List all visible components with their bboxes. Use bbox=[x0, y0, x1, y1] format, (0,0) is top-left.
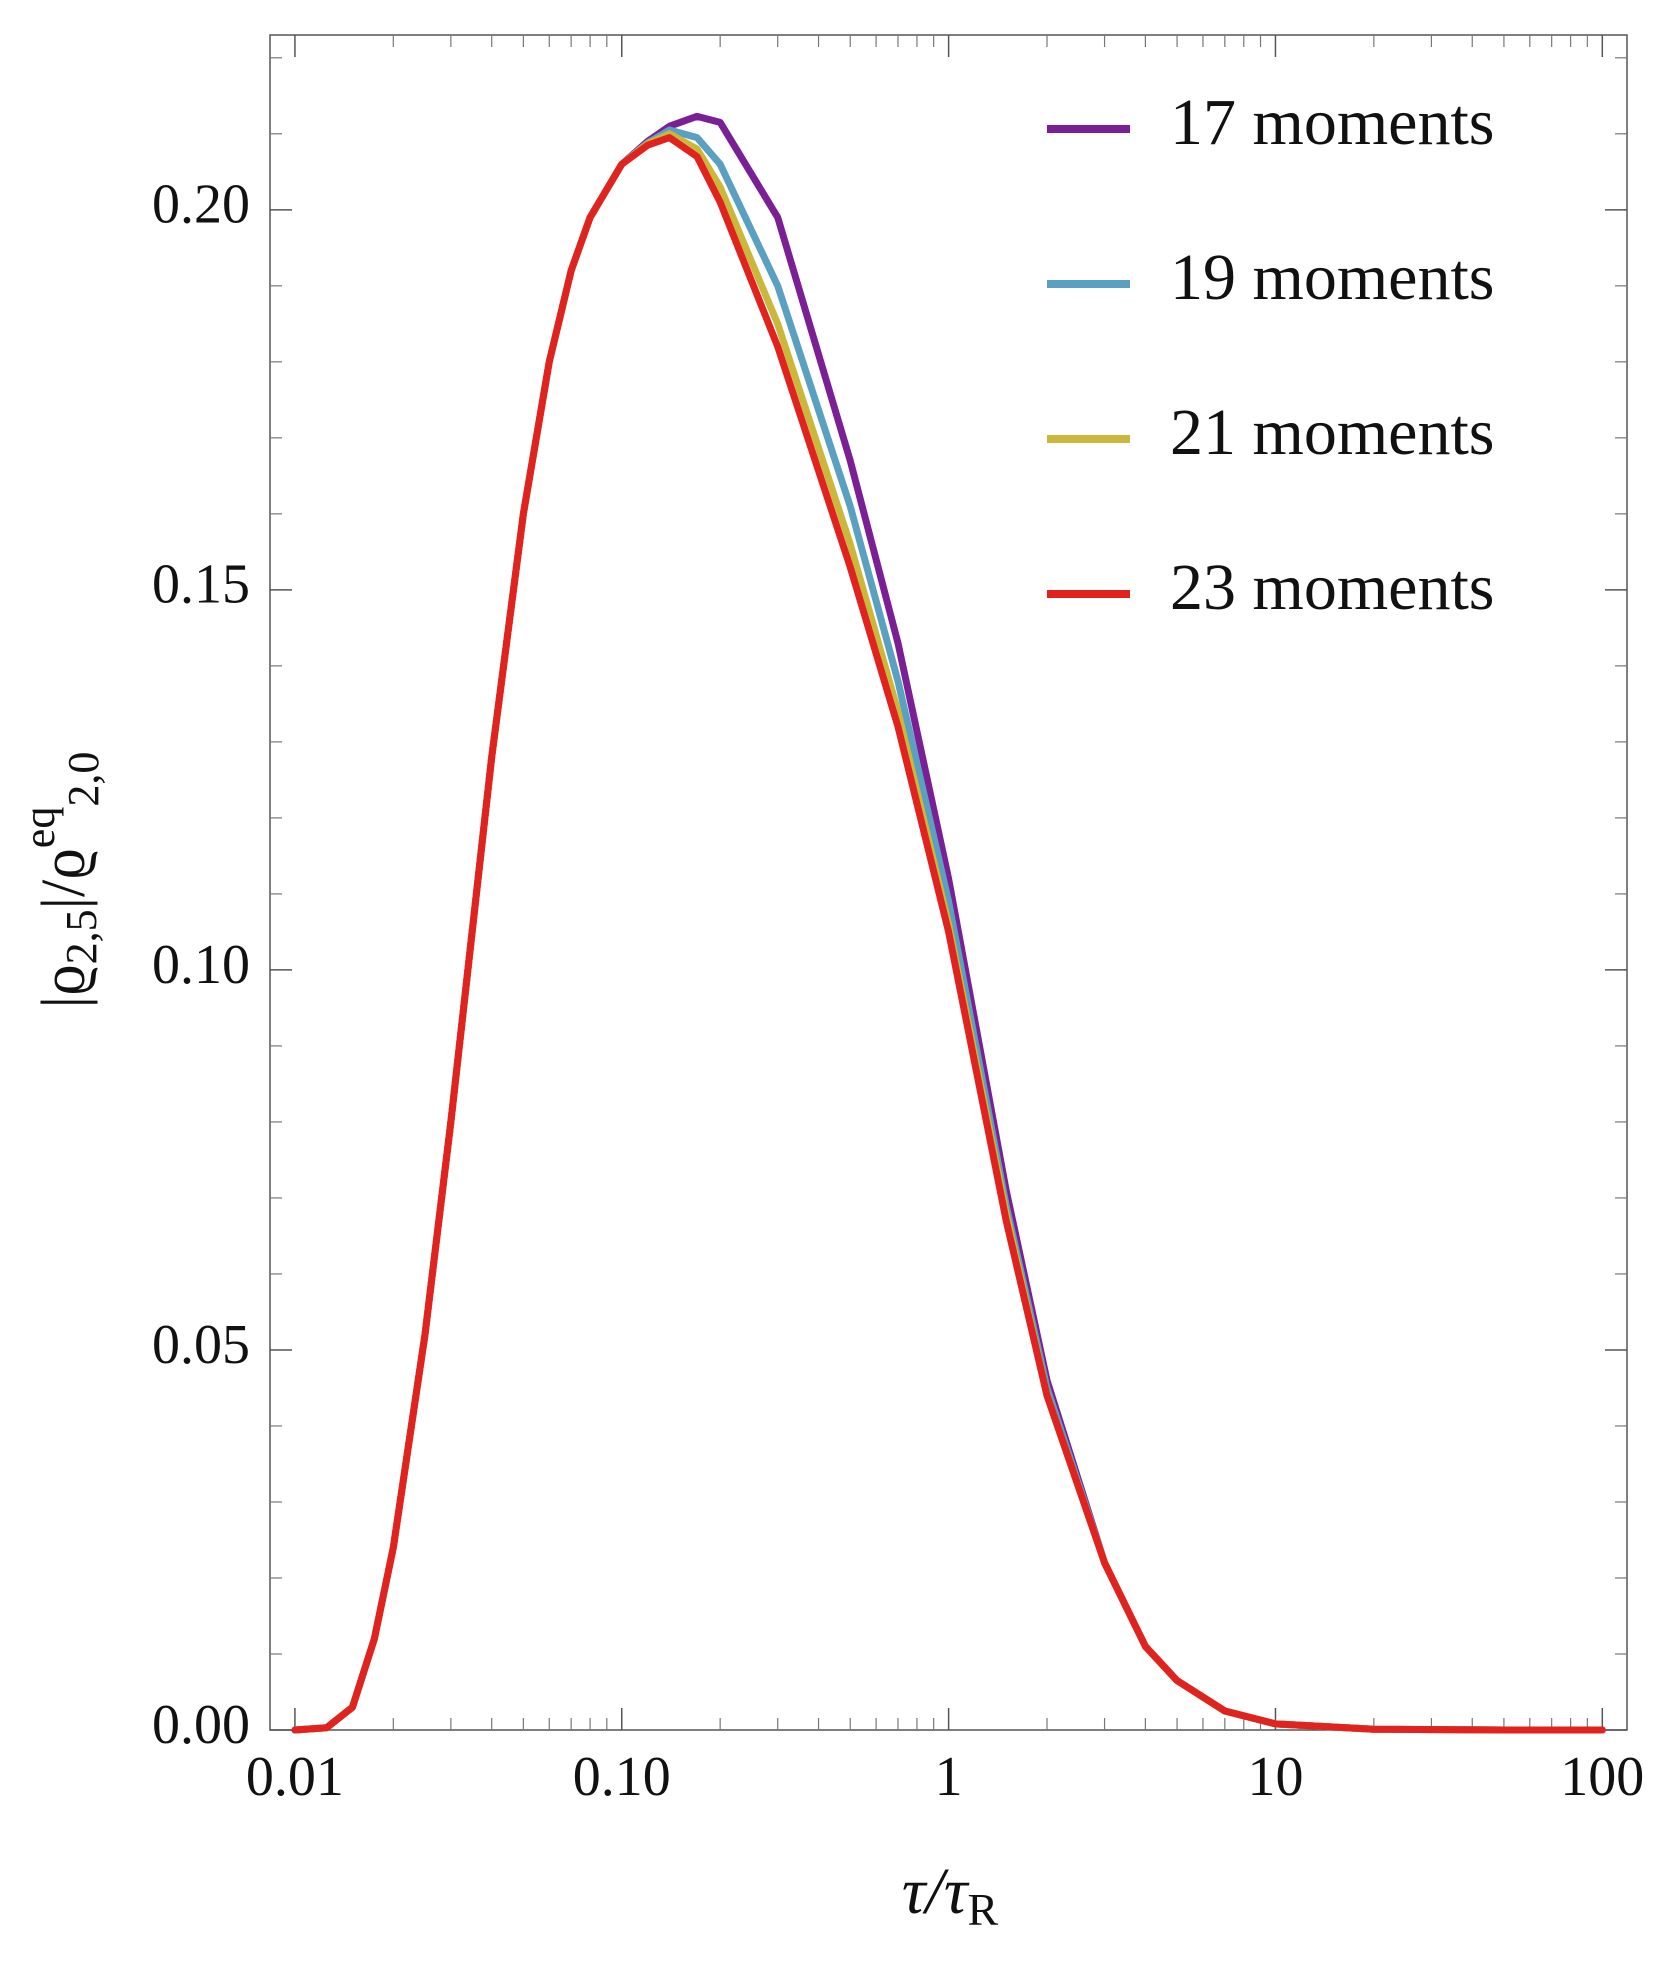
y-label-sup: eq bbox=[15, 807, 64, 849]
y-tick-label: 0.10 bbox=[152, 934, 250, 996]
x-label-main: τ/τ bbox=[902, 1855, 970, 1928]
y-tick-label: 0.15 bbox=[152, 554, 250, 616]
y-tick-label: 0.05 bbox=[152, 1314, 250, 1376]
y-axis-label: |ϱ2,5|/ϱeq2,0 bbox=[15, 752, 108, 1009]
legend-label: 23 moments bbox=[1170, 551, 1495, 624]
x-axis-label: τ/τR bbox=[902, 1855, 999, 1934]
legend-label: 17 moments bbox=[1170, 86, 1495, 159]
y-tick-label: 0.00 bbox=[152, 1694, 250, 1756]
series-line bbox=[291, 134, 1606, 1734]
y-label-part: |ϱ bbox=[30, 964, 98, 1008]
x-tick-label: 100 bbox=[1560, 1746, 1644, 1808]
x-tick-label: 0.10 bbox=[573, 1746, 671, 1808]
x-label-sub: R bbox=[967, 1884, 998, 1935]
y-label-sub: 2,5 bbox=[57, 909, 106, 964]
y-label-part: |/ϱ bbox=[30, 848, 98, 909]
x-tick-label: 10 bbox=[1247, 1746, 1303, 1808]
legend-label: 19 moments bbox=[1170, 241, 1495, 314]
x-tick-label: 0.01 bbox=[246, 1746, 344, 1808]
legend-label: 21 moments bbox=[1170, 396, 1495, 469]
y-label-sub: 2,0 bbox=[59, 752, 108, 807]
y-tick-label: 0.20 bbox=[152, 174, 250, 236]
x-tick-label: 1 bbox=[935, 1746, 963, 1808]
